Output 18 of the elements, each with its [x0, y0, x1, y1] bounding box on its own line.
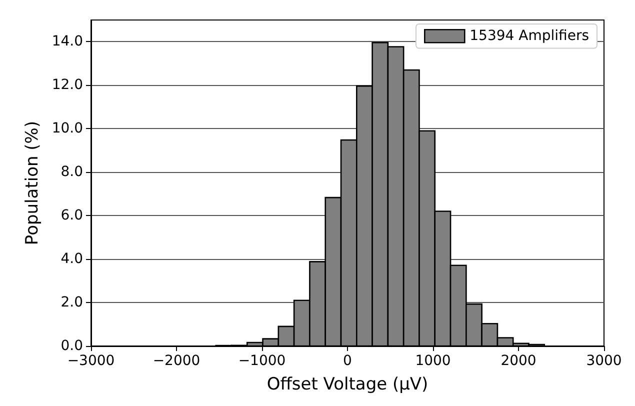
y-axis-title: Population (%) — [22, 120, 42, 246]
x-tick-label: 0 — [343, 353, 352, 369]
x-tick-label: −3000 — [67, 353, 115, 369]
x-tick-label: 3000 — [586, 353, 622, 369]
y-tick-label: 4.0 — [60, 251, 83, 268]
x-tick-label: 1000 — [415, 353, 451, 369]
y-tick-label: 6.0 — [60, 208, 83, 224]
y-tick-label: 8.0 — [60, 164, 83, 180]
x-tick-label: −2000 — [152, 353, 200, 369]
legend-label: 15394 Amplifiers — [470, 28, 590, 44]
y-tick-label: 14.0 — [52, 34, 83, 50]
y-tick-label: 0.0 — [60, 338, 83, 354]
x-tick-label: −1000 — [238, 353, 286, 369]
y-tick-label: 12.0 — [52, 77, 83, 94]
x-axis-title: Offset Voltage (µV) — [266, 374, 428, 394]
y-tick-label: 10.0 — [52, 120, 83, 137]
x-tick-label: 2000 — [500, 353, 536, 369]
y-tick-label: 2.0 — [60, 294, 83, 311]
